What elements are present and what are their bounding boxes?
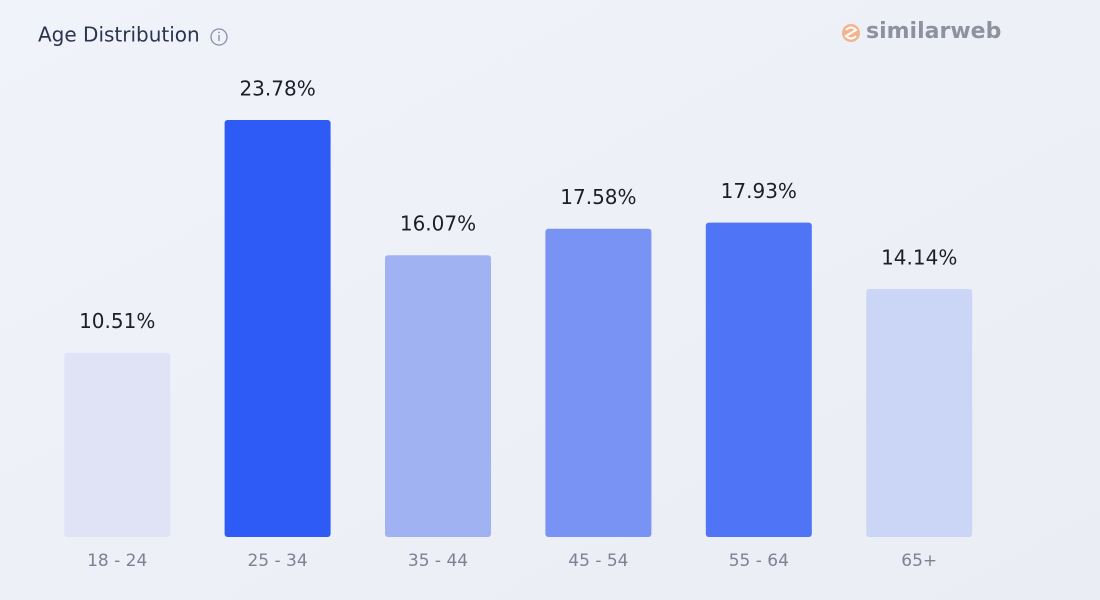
bar [385,255,491,537]
x-tick-label: 45 - 54 [568,551,628,571]
x-tick-label: 35 - 44 [408,551,468,571]
x-tick-label: 55 - 64 [729,551,789,571]
value-label: 16.07% [400,212,476,236]
bar [224,120,331,537]
x-tick-label: 25 - 34 [247,551,307,571]
x-tick-label: 18 - 24 [87,551,147,571]
value-label: 23.78% [239,77,315,101]
bar [545,228,652,537]
brand-name: similarweb [866,19,1001,44]
value-label: 17.58% [560,185,636,209]
value-label: 17.93% [721,179,797,203]
bar [64,352,171,537]
x-tick-label: 65+ [901,551,937,571]
chart-title: Age Distribution [38,23,200,47]
value-label: 10.51% [79,309,155,333]
value-label: 14.14% [881,246,957,270]
brand-logo: similarweb [842,19,1001,44]
info-icon[interactable] [210,28,228,46]
bar [705,222,812,537]
bar [866,289,973,537]
